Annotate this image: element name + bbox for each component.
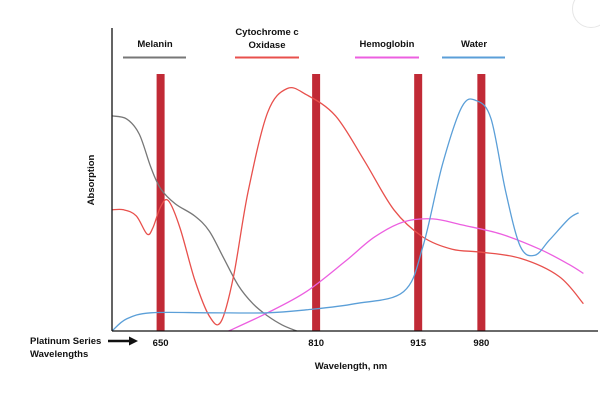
series-line-hemoglobin	[228, 218, 584, 332]
x-tick-label-915: 915	[410, 338, 427, 349]
platinum-series-label: Platinum Series Wavelengths	[30, 336, 101, 360]
x-axis-label: Wavelength, nm	[315, 361, 388, 372]
y-axis-label: Absorption	[86, 154, 97, 205]
wavelength-band-980	[477, 74, 486, 331]
legend: Melanin Cytochrome c Oxidase Hemoglobin Wate…	[123, 27, 505, 59]
series-line-water	[111, 98, 579, 332]
x-tick-labels: 650 810 915 980	[153, 338, 490, 349]
legend-label-melanin: Melanin	[137, 39, 173, 50]
x-tick-label-810: 810	[308, 338, 324, 349]
absorption-curves	[111, 86, 584, 332]
series-line-cytochrome-c-oxidase	[111, 86, 584, 326]
legend-label-water: Water	[461, 39, 487, 50]
legend-label-hemoglobin: Hemoglobin	[360, 39, 415, 50]
wavelength-bands	[156, 74, 486, 331]
x-tick-label-980: 980	[473, 338, 489, 349]
wavelength-band-810	[312, 74, 321, 331]
series-line-melanin	[111, 115, 297, 332]
wavelength-band-650	[156, 74, 165, 331]
platinum-arrow-icon	[108, 336, 138, 346]
legend-label-cytochrome-c-oxidase: Cytochrome c Oxidase	[235, 27, 298, 51]
wavelength-band-915	[414, 74, 423, 331]
x-tick-label-650: 650	[153, 338, 169, 349]
